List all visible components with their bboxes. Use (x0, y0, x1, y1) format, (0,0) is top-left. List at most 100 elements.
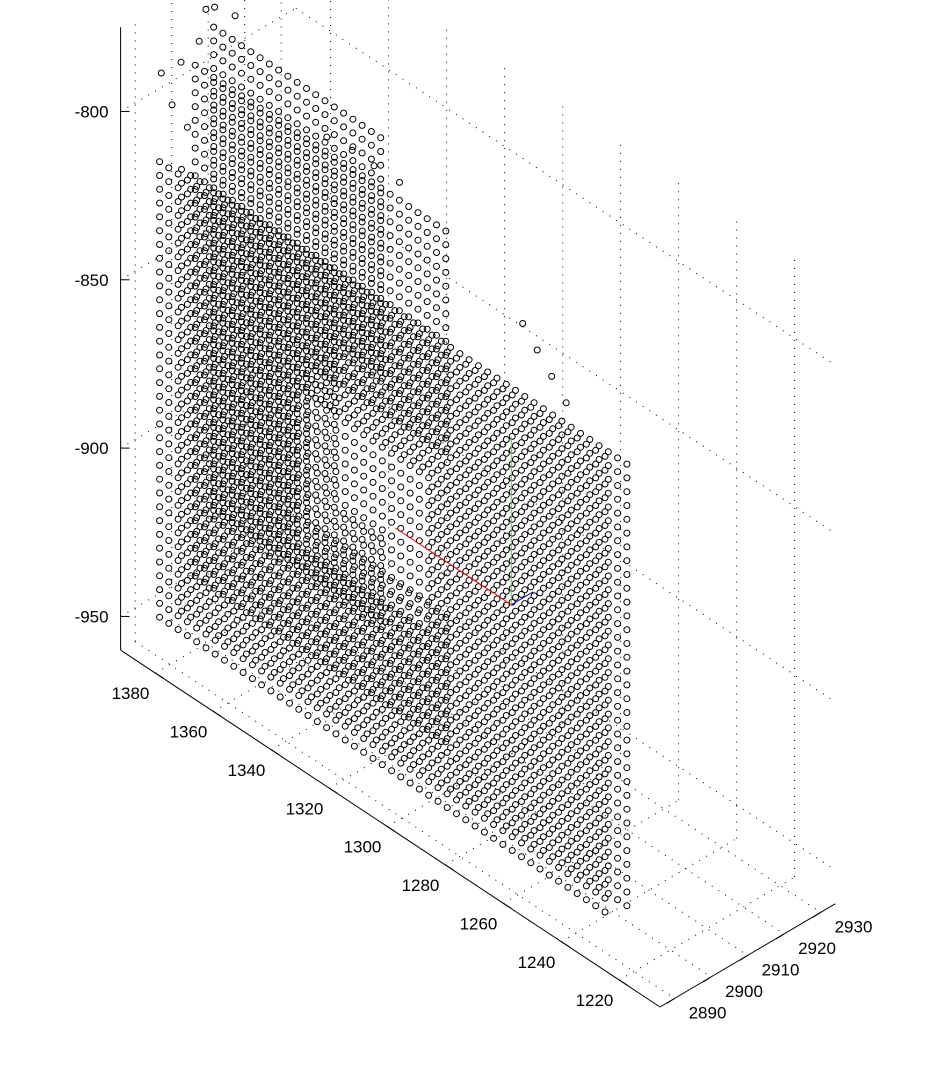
data-point (242, 429, 250, 437)
data-point (442, 365, 450, 373)
data-point (284, 514, 292, 522)
x-tick-mark (155, 672, 164, 679)
data-point (298, 369, 306, 377)
data-point (400, 340, 408, 348)
data-point (391, 348, 399, 356)
data-point (174, 598, 182, 606)
data-point (187, 254, 195, 262)
data-point (395, 334, 403, 342)
data-point (196, 385, 204, 393)
data-point (239, 572, 247, 580)
data-point (270, 475, 278, 483)
data-point (453, 810, 460, 818)
data-point (471, 629, 479, 637)
data-point (275, 296, 283, 304)
data-point (530, 413, 538, 420)
data-point (368, 357, 376, 365)
data-point (577, 498, 584, 506)
data-point (558, 804, 566, 812)
data-point (484, 575, 492, 583)
data-point (183, 356, 191, 364)
data-point (614, 495, 622, 503)
data-point (330, 567, 338, 575)
data-point (368, 371, 376, 379)
data-point (536, 672, 544, 680)
data-point (480, 414, 488, 422)
data-point (539, 709, 547, 716)
data-point (406, 420, 414, 428)
data-point (256, 270, 264, 278)
data-point (573, 710, 581, 718)
data-point (462, 512, 470, 520)
data-point (193, 472, 201, 480)
data-point (215, 204, 223, 212)
data-point (367, 252, 375, 260)
data-point (233, 257, 241, 265)
data-point (187, 434, 195, 442)
data-point (410, 429, 417, 437)
data-point (462, 374, 470, 382)
data-point (261, 442, 269, 449)
data-point (397, 662, 405, 670)
data-point (270, 282, 278, 290)
data-point (326, 346, 334, 354)
data-point (256, 137, 264, 145)
data-point (539, 653, 547, 661)
data-point (474, 583, 482, 591)
data-point (502, 463, 510, 471)
data-point (386, 328, 394, 336)
data-point (191, 61, 199, 69)
data-point (228, 229, 236, 237)
data-point (471, 615, 479, 623)
data-point (433, 607, 440, 615)
data-point (321, 152, 329, 160)
data-point (242, 319, 250, 327)
data-point (595, 732, 603, 739)
data-point (484, 768, 492, 776)
data-point (275, 439, 283, 447)
data-point (252, 449, 260, 457)
data-point (349, 129, 357, 137)
data-point (490, 503, 498, 511)
data-point (191, 558, 199, 566)
data-point (573, 434, 581, 442)
data-point (323, 434, 331, 442)
data-point (474, 721, 482, 729)
data-point (219, 190, 227, 198)
data-point (312, 256, 320, 264)
data-point (191, 379, 199, 387)
data-point (592, 446, 600, 454)
data-point (539, 405, 547, 413)
data-point (471, 505, 479, 512)
data-point (358, 121, 366, 129)
data-point (293, 529, 301, 537)
data-point (447, 689, 455, 696)
data-point (293, 272, 301, 280)
data-point (256, 242, 264, 250)
data-point (573, 683, 581, 690)
data-point (521, 462, 529, 470)
data-point (193, 182, 201, 190)
data-point (521, 613, 529, 621)
data-point (224, 514, 232, 521)
data-point (453, 534, 460, 542)
data-point (183, 452, 191, 460)
data-point (558, 459, 566, 466)
data-point (280, 371, 287, 379)
data-point (219, 163, 227, 170)
data-point (601, 798, 609, 805)
data-point (174, 612, 182, 620)
data-point (512, 663, 519, 670)
data-point (280, 261, 287, 268)
data-point (261, 524, 269, 532)
data-point (456, 543, 464, 551)
data-point (295, 609, 303, 617)
data-point (539, 488, 547, 496)
data-point (555, 725, 563, 733)
data-point (210, 74, 218, 81)
data-point (238, 262, 245, 270)
data-point (238, 575, 246, 583)
data-point (521, 475, 529, 483)
data-point (165, 509, 173, 517)
